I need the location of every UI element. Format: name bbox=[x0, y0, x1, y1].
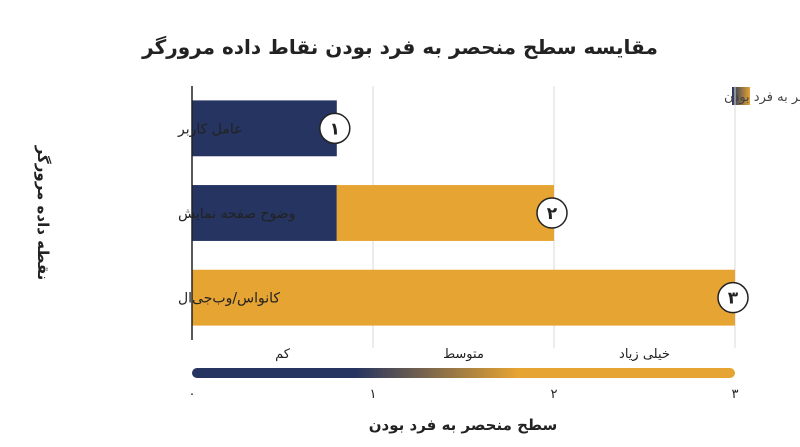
bar-value-badge bbox=[717, 281, 749, 314]
level-label-3: خیلی زیاد bbox=[619, 347, 670, 362]
bars: ۱ ۲ ۳ bbox=[192, 100, 749, 326]
bar-value-label: ۱ bbox=[330, 119, 340, 139]
category-label: کانواس/وب‌جی‌ال bbox=[178, 291, 280, 307]
bar-value-label: ۲ bbox=[547, 204, 558, 224]
bar-value-label: ۳ bbox=[728, 289, 739, 309]
x-tick-label: ۰ bbox=[189, 387, 196, 402]
legend-swatch bbox=[732, 87, 750, 105]
legend: سطح منحصر به فرد بودن bbox=[724, 87, 800, 105]
bar-value-badge bbox=[319, 112, 351, 145]
category-label: عامل کاربر bbox=[177, 121, 242, 137]
bar-segment-low bbox=[192, 100, 337, 157]
chart-title: مقایسه سطح منحصر به فرد بودن نقاط داده م… bbox=[141, 35, 658, 59]
level-label-1: کم bbox=[275, 347, 291, 362]
bar-1: ۱ bbox=[192, 100, 351, 157]
gradient-scale-bar bbox=[192, 368, 735, 378]
x-tick-label: ۳ bbox=[732, 387, 739, 402]
category-labels: عامل کاربر وضوح صفحه نمایش کانواس/وب‌جی‌ال bbox=[177, 121, 295, 306]
x-tick-label: ۱ bbox=[370, 387, 377, 402]
x-axis-label: سطح منحصر به فرد بودن bbox=[369, 416, 558, 434]
y-axis-label: نقطه داده مرورگر bbox=[34, 145, 52, 281]
bar-segment-high bbox=[336, 185, 554, 241]
bar-segment-high bbox=[192, 269, 735, 326]
level-labels: کم متوسط خیلی زیاد bbox=[275, 347, 670, 362]
legend-label: سطح منحصر به فرد بودن bbox=[724, 90, 800, 105]
x-tick-labels: ۰ ۱ ۲ ۳ bbox=[189, 387, 739, 402]
category-label: وضوح صفحه نمایش bbox=[178, 206, 295, 222]
bar-2: ۲ bbox=[192, 185, 568, 241]
bar-3: ۳ bbox=[192, 269, 749, 326]
bar-value-badge bbox=[536, 197, 568, 229]
x-tick-label: ۲ bbox=[551, 387, 558, 402]
level-label-2: متوسط bbox=[443, 347, 484, 362]
bar-segment-low bbox=[192, 185, 337, 241]
